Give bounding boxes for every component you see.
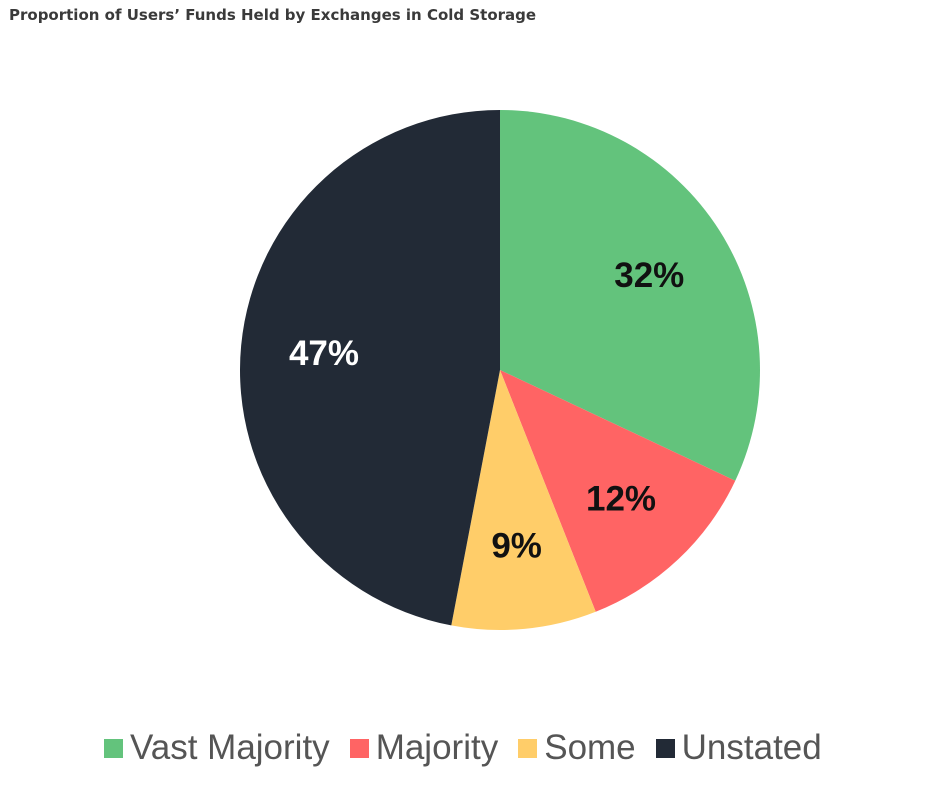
legend-item-vast-majority[interactable]: Vast Majority [104, 728, 330, 768]
legend: Vast Majority Majority Some Unstated [104, 728, 822, 768]
slice-label-majority: 12% [586, 479, 656, 518]
legend-swatch-some [518, 738, 538, 758]
slice-label-unstated: 47% [289, 334, 359, 373]
pie-slice-unstated[interactable] [239, 109, 501, 626]
slice-label-some: 9% [491, 527, 542, 566]
legend-swatch-unstated [655, 738, 675, 758]
legend-swatch-vast-majority [104, 738, 123, 758]
chart-title: Proportion of Users’ Funds Held by Excha… [9, 6, 537, 24]
pie-slice-majority[interactable] [500, 370, 736, 612]
legend-item-some[interactable]: Some [518, 728, 636, 768]
legend-item-majority[interactable]: Majority [349, 728, 499, 768]
legend-label-unstated: Unstated [681, 728, 822, 767]
legend-item-unstated[interactable]: Unstated [655, 728, 822, 768]
legend-label-vast-majority: Vast Majority [130, 728, 330, 767]
legend-label-majority: Majority [375, 728, 499, 767]
slice-label-vast-majority: 32% [614, 256, 684, 295]
legend-label-some: Some [544, 728, 636, 767]
pie-slice-some[interactable] [451, 370, 596, 631]
pie-slice-vast-majority[interactable] [500, 110, 760, 481]
legend-swatch-majority [349, 738, 369, 758]
